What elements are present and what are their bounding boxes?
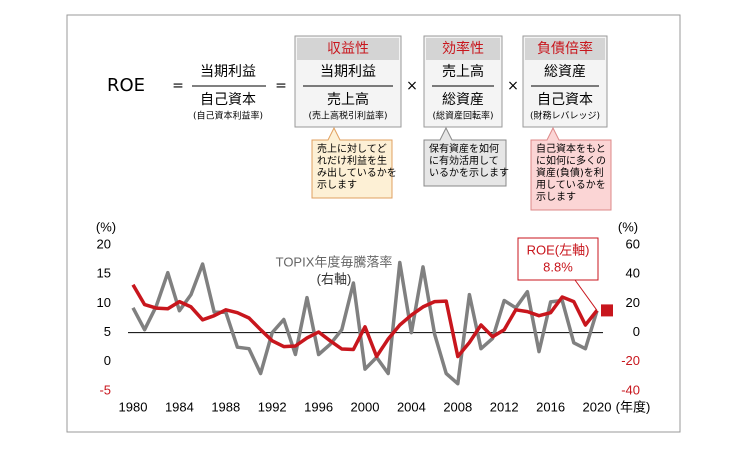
callout [423, 126, 507, 187]
y-tick-label: 10 [97, 295, 111, 310]
leader-line [574, 279, 598, 311]
factor-title: 収益性 [327, 41, 369, 57]
numerator: 売上高 [442, 63, 484, 80]
callout-text: 保有資産を如何 [429, 142, 499, 155]
series-label: ROE(左軸) [527, 242, 590, 257]
callout-text: 示します [536, 191, 576, 203]
callout [530, 126, 612, 211]
denominator: 自己資本 [200, 92, 256, 108]
callout-text: 資産(負債)を利 [536, 166, 604, 179]
callout-text: に如何に多くの [536, 154, 606, 167]
numerator: 総資産 [544, 64, 586, 80]
callout-text: に有効活用して [429, 154, 499, 167]
callout-text: 示します [317, 179, 357, 191]
x-tick-label: 1980 [119, 399, 148, 414]
x-tick-label: 2016 [536, 399, 565, 414]
factor-header [426, 38, 500, 60]
y2-tick-label: -40 [621, 382, 640, 397]
y2-tick-label: 60 [626, 236, 640, 251]
y2-tick-label: 40 [626, 266, 640, 281]
x-tick-label: 1984 [165, 399, 194, 414]
end-marker [601, 304, 613, 317]
x-tick-label: 2004 [397, 399, 426, 414]
times: × [406, 78, 418, 94]
series-line [131, 283, 599, 359]
x-tick-label: 2012 [490, 399, 519, 414]
value-label: 8.8% [543, 259, 573, 274]
callout-text: 自己資本をもと [536, 142, 606, 155]
times: × [507, 78, 519, 94]
y2-tick-label: 0 [633, 324, 640, 339]
numerator: 当期利益 [320, 64, 376, 80]
denominator: 総資産 [442, 92, 484, 108]
y-tick-label: 0 [104, 353, 111, 368]
series-label: TOPIX年度毎騰落率 [276, 254, 393, 269]
formula: ROE = 当期利益 自己資本 (自己資本利益率) = × × [107, 64, 519, 122]
callout-text: 用しているかを [536, 179, 606, 191]
equals: = [172, 78, 184, 94]
y-axis-unit: (%) [96, 219, 116, 234]
callout-text: 売上に対してど [317, 142, 387, 155]
y-tick-label: -5 [99, 382, 111, 397]
x-tick-label: 2020 [583, 399, 612, 414]
factor-title: 効率性 [442, 40, 484, 57]
callout-text: れだけ利益を生 [317, 154, 387, 167]
y-tick-label: 20 [97, 236, 111, 251]
annotation-box [517, 237, 599, 281]
y2-tick-label: 20 [626, 295, 640, 310]
factor-header [297, 38, 399, 60]
x-tick-label: 1992 [258, 399, 287, 414]
x-tick-label: 1988 [211, 399, 240, 414]
factor-header [525, 38, 605, 60]
callout-text: いるかを示します [429, 167, 509, 179]
denominator: 自己資本 [537, 92, 593, 108]
roe: ROE [107, 75, 145, 96]
callout [311, 126, 393, 199]
equals: = [275, 78, 287, 94]
x-axis-unit: (年度) [616, 399, 651, 414]
annotation: (右軸) [317, 271, 352, 286]
note: (財務レバレッジ) [530, 110, 600, 122]
factor-title: 負債倍率 [537, 40, 593, 57]
y-tick-label: 15 [97, 266, 111, 281]
x-tick-label: 2008 [443, 399, 472, 414]
denominator: 売上高 [327, 91, 369, 108]
callout-text: み出しているかを [317, 166, 397, 179]
x-tick-label: 1996 [304, 399, 333, 414]
note: (売上高税引利益率) [308, 110, 387, 122]
y2-tick-label: -20 [621, 353, 640, 368]
note: (総資産回転率) [432, 110, 493, 122]
y2-axis-unit: (%) [618, 219, 638, 234]
numerator: 当期利益 [200, 64, 256, 80]
note: (自己資本利益率) [193, 110, 263, 122]
series-line [131, 260, 599, 386]
y-tick-label: 5 [104, 324, 111, 339]
x-tick-label: 2000 [351, 399, 380, 414]
